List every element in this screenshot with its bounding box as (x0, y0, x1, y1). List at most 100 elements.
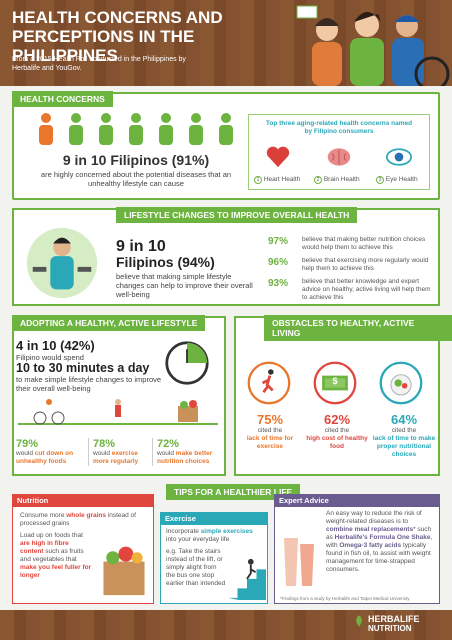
top-concerns-title: Top three aging-related health concerns … (265, 120, 413, 135)
activity-scene-illustration (18, 399, 218, 425)
money-symbol: $ (332, 376, 338, 386)
exercise-text-2: e.g. Take the stairs instead of the lift… (166, 548, 226, 587)
stat-pct: 72% (157, 438, 180, 450)
stat-pct: 97% (268, 236, 289, 247)
text: Consume more (20, 512, 67, 519)
highlight: whole grains (66, 512, 106, 519)
clock-icon (165, 341, 209, 385)
page-title: HEALTH CONCERNS AND PERCEPTIONS IN THE P… (12, 8, 223, 65)
cyclists-illustration (296, 5, 450, 86)
nutrition-text-1: Consume more whole grains instead of pro… (20, 512, 146, 528)
obstacle-pct: 64% (390, 412, 418, 427)
footer-bar (0, 610, 452, 640)
text: such as fruits and vegetables that (20, 548, 84, 563)
stat-highlight: exercise more regularly (93, 450, 139, 465)
text: Load up on foods that (20, 532, 83, 539)
text: typically found in fish oil, to assist w… (326, 542, 431, 573)
text: , with (326, 534, 433, 549)
obstacle-2: 62% cited the high cost of healthy food (306, 412, 368, 451)
tips-heading: TIPS FOR A HEALTHIER LIFE (166, 484, 301, 500)
text: into your everyday life (166, 536, 230, 543)
stat-text: believe that exercising more regularly w… (302, 257, 429, 272)
stat-text: believe that better knowledge and expert… (302, 278, 431, 301)
food-plate-icon (379, 361, 423, 405)
highlight: are high in fibre content (20, 540, 69, 555)
man-with-dumbbells-illustration (26, 227, 98, 299)
text: Incorporate (166, 528, 201, 535)
top-concern-3: 3 Eye Health (376, 176, 432, 184)
nutrition-text-2: Load up on foods that are high in fibre … (20, 532, 94, 580)
stat-pre: would (16, 450, 35, 457)
obstacle-pre: cited the (324, 427, 350, 434)
concerns-desc: are highly concerned about the potential… (40, 170, 232, 188)
obstacles-section (234, 316, 440, 476)
lifestyle-stat-row: 93% believe that better knowledge and exp… (268, 278, 434, 302)
people-icons-row (39, 113, 233, 145)
num-badge: 1 (254, 176, 262, 184)
nutrition-title: Nutrition (12, 494, 154, 507)
adopting-stat: 4 in 10 (42%) (16, 338, 95, 353)
top-concern-label: Heart Health (263, 176, 301, 183)
page-subtitle: From a 2015 Health Poll conducted in the… (12, 56, 186, 72)
obstacle-pre: cited the (257, 427, 283, 434)
stat-highlight: make better nutrition choices (157, 450, 213, 465)
eye-icon (386, 148, 412, 166)
obstacle-highlight: lack of time to make proper nutritional … (372, 435, 436, 458)
lifestyle-desc: believe that making simple lifestyle cha… (116, 272, 253, 299)
stat-pre: would (93, 450, 112, 457)
num-badge: 3 (376, 176, 384, 184)
adopting-stat-2: 78% would exercise more regularly (88, 438, 150, 466)
text: * such as (326, 526, 432, 541)
obstacle-pct: 62% (323, 412, 351, 427)
expert-text: An easy way to reduce the risk of weight… (326, 510, 436, 574)
highlight: simple exercises (200, 528, 253, 535)
heart-icon (266, 146, 290, 168)
stairs-illustration (228, 558, 266, 600)
health-concerns-heading: HEALTH CONCERNS (12, 91, 113, 107)
text: instead of processed grains (20, 512, 136, 527)
brand-name: HERBALIFE (368, 614, 420, 624)
shake-glasses-illustration (284, 538, 314, 586)
adopting-stat-3: 72% would make better nutrition choices (152, 438, 222, 466)
stat-pct: 96% (268, 257, 289, 268)
exercise-title: Exercise (160, 512, 268, 525)
stat-pct: 79% (16, 438, 39, 450)
obstacles-heading: OBSTACLES TO HEALTHY, ACTIVE LIVING (264, 315, 452, 341)
top-concern-label: Eye Health (385, 176, 418, 183)
lifestyle-stat1: 9 in 10 (116, 238, 166, 255)
concerns-stat: 9 in 10 Filipinos (91%) (62, 152, 210, 168)
highlight: Omega-3 fatty acids (339, 542, 402, 549)
obstacle-pre: cited the (391, 427, 417, 434)
stat-pct: 93% (268, 278, 289, 289)
text: An easy way to reduce the risk of weight… (326, 510, 422, 525)
expert-footnote: *Findings from a study by Herbalife and … (280, 596, 410, 601)
obstacle-pct: 75% (256, 412, 284, 427)
top-concern-1: 1 Heart Health (254, 176, 310, 184)
stat-highlight: cut down on unhealthy foods (16, 450, 74, 465)
grocery-bag-illustration (103, 546, 145, 596)
expert-title: Expert Advice (274, 494, 440, 507)
stat-pct: 78% (93, 438, 116, 450)
runner-icon (247, 361, 291, 405)
highlight: Herbalife's Formula One Shake (334, 534, 431, 541)
obstacle-1: 75% cited the lack of time for exercise (240, 412, 300, 451)
adopting-line3: to make simple lifestyle changes to impr… (16, 375, 162, 393)
adopting-heading: ADOPTING A HEALTHY, ACTIVE LIFESTYLE (12, 315, 206, 331)
money-icon (313, 361, 357, 405)
exercise-card (160, 512, 268, 604)
brand-subname: NUTRITION (368, 624, 412, 633)
stat-pre: would (157, 450, 176, 457)
highlight: make you feel fuller for longer (20, 564, 92, 579)
lifestyle-stat2: Filipinos (94%) (116, 254, 215, 270)
stat-text: believe that making better nutrition cho… (302, 236, 426, 251)
highlight: combine meal replacements (326, 526, 414, 533)
num-badge: 2 (314, 176, 322, 184)
obstacle-highlight: lack of time for exercise (246, 435, 294, 450)
exercise-text-1: Incorporate simple exercises into your e… (166, 528, 262, 544)
adopting-line1: Filipino would spend (16, 353, 84, 362)
brain-icon (327, 148, 351, 166)
lifestyle-stats: 97% believe that making better nutrition … (268, 236, 434, 307)
herbalife-leaf-logo (356, 615, 362, 627)
adopting-stat-1: 79% would cut down on unhealthy foods (16, 438, 78, 466)
obstacle-3: 64% cited the lack of time to make proper… (372, 412, 436, 459)
